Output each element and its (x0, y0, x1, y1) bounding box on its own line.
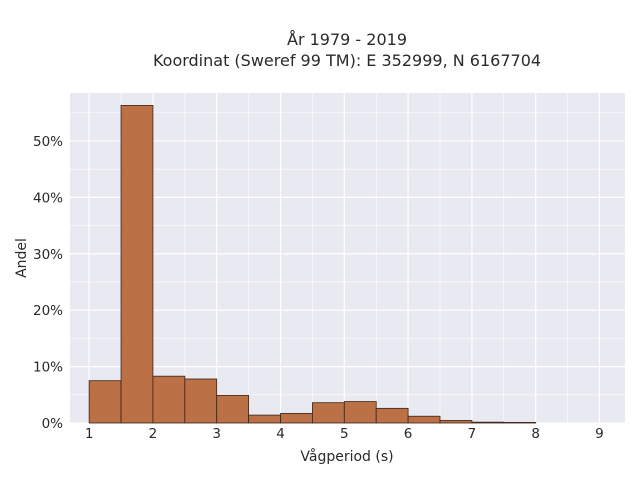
histogram-bar (407, 415, 441, 424)
x-tick-label: 4 (276, 426, 285, 442)
y-tick-label: 50% (33, 134, 63, 150)
histogram-bar (88, 380, 122, 424)
histogram-bar (503, 422, 537, 424)
y-axis-label: Andel (14, 238, 30, 278)
x-tick-label: 3 (212, 426, 221, 442)
plot-area (70, 93, 625, 423)
histogram-bar (216, 394, 250, 424)
x-axis-label: Vågperiod (s) (300, 448, 393, 465)
x-tick-label: 6 (404, 426, 413, 442)
y-tick-label: 20% (33, 303, 63, 319)
y-tick-label: 10% (33, 360, 63, 376)
histogram-bar (152, 375, 186, 424)
y-tick-label: 0% (42, 416, 64, 432)
histogram-bar (439, 420, 473, 424)
histogram-bar (280, 413, 313, 424)
histogram-bar (120, 105, 154, 424)
x-tick-label: 5 (340, 426, 349, 442)
x-tick-label: 9 (595, 426, 604, 442)
histogram-bar (343, 401, 377, 424)
histogram-bar (248, 414, 281, 424)
histogram-bar (471, 421, 505, 424)
y-tick-label: 40% (33, 190, 63, 206)
x-tick-label: 1 (85, 426, 94, 442)
y-tick-label: 30% (33, 247, 63, 263)
histogram-bar (375, 407, 409, 424)
x-tick-label: 7 (468, 426, 477, 442)
bars (88, 105, 537, 424)
chart-title: År 1979 - 2019 Koordinat (Sweref 99 TM):… (153, 30, 541, 70)
x-tick-labels: 1 2 3 4 5 6 7 8 9 (85, 426, 604, 442)
x-tick-label: 8 (531, 426, 540, 442)
x-tick-label: 2 (149, 426, 158, 442)
y-tick-labels: 0% 10% 20% 30% 40% 50% (33, 134, 63, 432)
title-line-1: År 1979 - 2019 (287, 30, 407, 49)
histogram-bar (184, 378, 218, 424)
title-line-2: Koordinat (Sweref 99 TM): E 352999, N 61… (153, 51, 541, 70)
histogram-bar (312, 402, 345, 424)
